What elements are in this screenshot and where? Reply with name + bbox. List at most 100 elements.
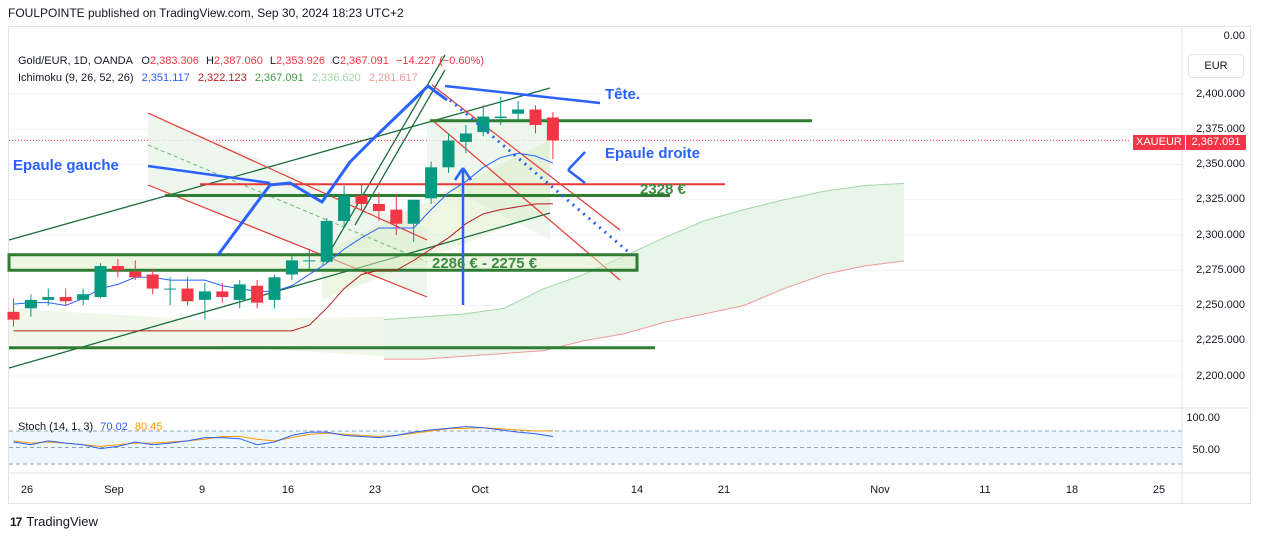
y-tick: 2,400.000 — [1196, 88, 1245, 100]
legend-ichimoku-lagging: 2,367.091 — [254, 72, 304, 84]
y-tick: 2,300.000 — [1196, 229, 1245, 241]
drawings — [147, 84, 633, 305]
legend-ichimoku-line: Ichimoku (9, 26, 52, 26) 2,351.117 2,322… — [18, 72, 418, 84]
legend-ichimoku-conversion: 2,351.117 — [141, 72, 190, 84]
candle-body — [129, 271, 142, 278]
y-tick: 2,200.000 — [1196, 370, 1245, 382]
candle-body — [320, 220, 333, 262]
candle-body — [216, 291, 229, 298]
projection-dotted — [449, 98, 633, 257]
legend-ichimoku-span-b: 2,281.617 — [368, 72, 418, 84]
x-tick: 11 — [979, 484, 991, 496]
annotation-epaule-droite: Epaule droite — [605, 145, 701, 162]
legend-change: −14.227 (−0.60%) — [395, 55, 485, 67]
candle-body — [77, 294, 90, 300]
candle-body — [111, 266, 124, 271]
publish-header: FOULPOINTE published on TradingView.com,… — [8, 6, 404, 20]
stochastic-pane — [8, 26, 1251, 504]
target-arrow-head — [461, 167, 473, 181]
legend-stoch-label: Stoch (14, 1, 3) — [18, 421, 94, 433]
x-tick: Oct — [471, 484, 489, 496]
candle-body — [303, 260, 316, 262]
ascending-channel-top — [8, 87, 551, 241]
arrow-epaule-droite — [567, 151, 586, 171]
candle-body — [390, 209, 403, 224]
candle-body — [442, 140, 455, 168]
x-tick: 23 — [368, 484, 382, 496]
candle-body — [372, 203, 385, 212]
y-tick: 2,325.000 — [1196, 193, 1245, 205]
annotation-level-range: 2286 € - 2275 € — [432, 255, 538, 272]
legend-ichimoku-base: 2,322.123 — [197, 72, 247, 84]
x-tick: 16 — [281, 484, 295, 496]
arrow-epaule-gauche — [147, 164, 271, 185]
red-channel-line — [431, 84, 621, 231]
stoch-k-line — [13, 426, 553, 450]
x-tick: 18 — [1065, 484, 1079, 496]
y-tick-top: 0.00 — [1223, 30, 1245, 42]
x-tick: 14 — [630, 484, 644, 496]
legend-stoch-k: 70.02 — [100, 421, 128, 433]
x-tick: Nov — [870, 484, 890, 496]
pattern-channels — [7, 54, 812, 369]
legend-high-label: H — [205, 55, 214, 67]
annotation-tete: Tête. — [605, 86, 641, 103]
steep-channel-line — [354, 69, 446, 226]
ichimoku-span-b — [384, 260, 905, 360]
candle-body — [459, 133, 472, 142]
legend-stoch-line: Stoch (14, 1, 3) 70.02 80.45 — [18, 421, 162, 433]
legend-low-value: 2,353.926 — [276, 55, 325, 67]
candle-body — [198, 291, 211, 300]
ichimoku-span-a — [383, 182, 905, 321]
legend-ichimoku-label: Ichimoku (9, 26, 52, 26) — [18, 72, 134, 84]
legend-close-value: 2,367.091 — [339, 55, 389, 67]
stoch-tick: 50.00 — [1192, 444, 1220, 456]
brand-label: TradingView — [26, 514, 98, 529]
head-shoulders-path — [216, 84, 448, 256]
annotation-level-2328: 2328 € — [640, 181, 686, 198]
candle-body — [529, 109, 542, 126]
legend-high-value: 2,387.060 — [213, 55, 263, 67]
legend-low-label: L — [269, 55, 277, 67]
annotation-epaule-gauche: Epaule gauche — [13, 157, 119, 174]
y-tick: 2,225.000 — [1196, 334, 1245, 346]
candle-body — [146, 274, 159, 289]
y-tick: 2,375.000 — [1196, 123, 1245, 135]
candle-body — [285, 260, 298, 275]
stoch-d-line — [13, 427, 553, 447]
symbol-tag: XAUEUR — [1133, 135, 1185, 150]
x-tick: 26 — [20, 484, 34, 496]
candle-body — [7, 311, 20, 320]
midline-dashed — [147, 144, 428, 263]
x-tick: 9 — [198, 484, 206, 496]
candle-body — [59, 297, 72, 302]
candle-body — [494, 116, 507, 118]
red-channel-line — [147, 112, 428, 241]
last-price-tag: 2,367.091 — [1186, 135, 1246, 150]
stoch-band — [9, 431, 1182, 464]
candle-body — [251, 285, 264, 303]
legend-price-line: Gold/EUR, 1D, OANDA O2,383.306 H2,387.06… — [18, 55, 484, 67]
candle-body — [355, 195, 368, 204]
candle-body — [233, 284, 246, 300]
target-arrow-head — [453, 167, 465, 181]
legend-open-label: O — [141, 55, 150, 67]
currency-selector[interactable]: EUR — [1188, 54, 1244, 78]
y-tick: 2,250.000 — [1196, 299, 1245, 311]
red-channel-line — [147, 184, 428, 298]
candle-body — [512, 109, 525, 114]
x-tick: 21 — [717, 484, 731, 496]
candles — [7, 96, 559, 327]
ichimoku-cloud-area — [384, 183, 904, 360]
candle-body — [477, 116, 490, 133]
candle-body — [425, 167, 438, 199]
candle-body — [407, 199, 420, 224]
x-tick: Sep — [104, 484, 124, 496]
legend-open-value: 2,383.306 — [149, 55, 199, 67]
arrow-epaule-droite — [567, 169, 586, 184]
tradingview-brand[interactable]: 17 TradingView — [10, 514, 98, 529]
candle-body — [268, 277, 281, 300]
candle-body — [42, 297, 55, 300]
tradingview-logo-icon: 17 — [10, 514, 22, 529]
